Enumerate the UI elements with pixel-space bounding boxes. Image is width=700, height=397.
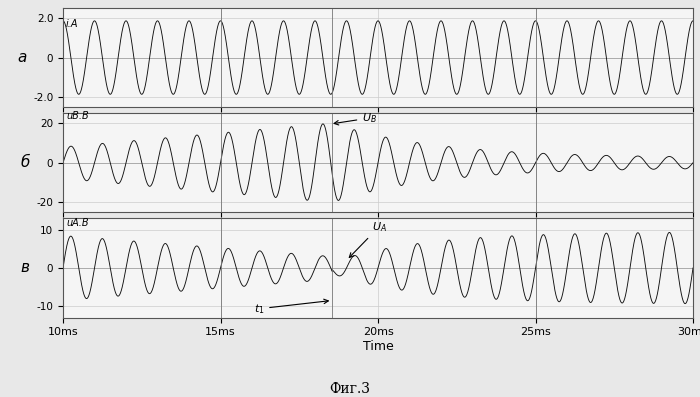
Y-axis label: б: б — [20, 155, 30, 170]
Y-axis label: а: а — [18, 50, 27, 65]
Text: uВ.B: uВ.B — [66, 111, 89, 121]
X-axis label: Time: Time — [363, 340, 393, 353]
Text: i.A: i.A — [66, 19, 78, 29]
Y-axis label: в: в — [21, 260, 30, 276]
Text: Фиг.3: Фиг.3 — [330, 382, 370, 396]
Text: $t_1$: $t_1$ — [253, 299, 328, 316]
Text: $U_A$: $U_A$ — [349, 220, 386, 258]
Text: uА.B: uА.B — [66, 218, 89, 228]
Text: $U_B$: $U_B$ — [334, 111, 377, 125]
